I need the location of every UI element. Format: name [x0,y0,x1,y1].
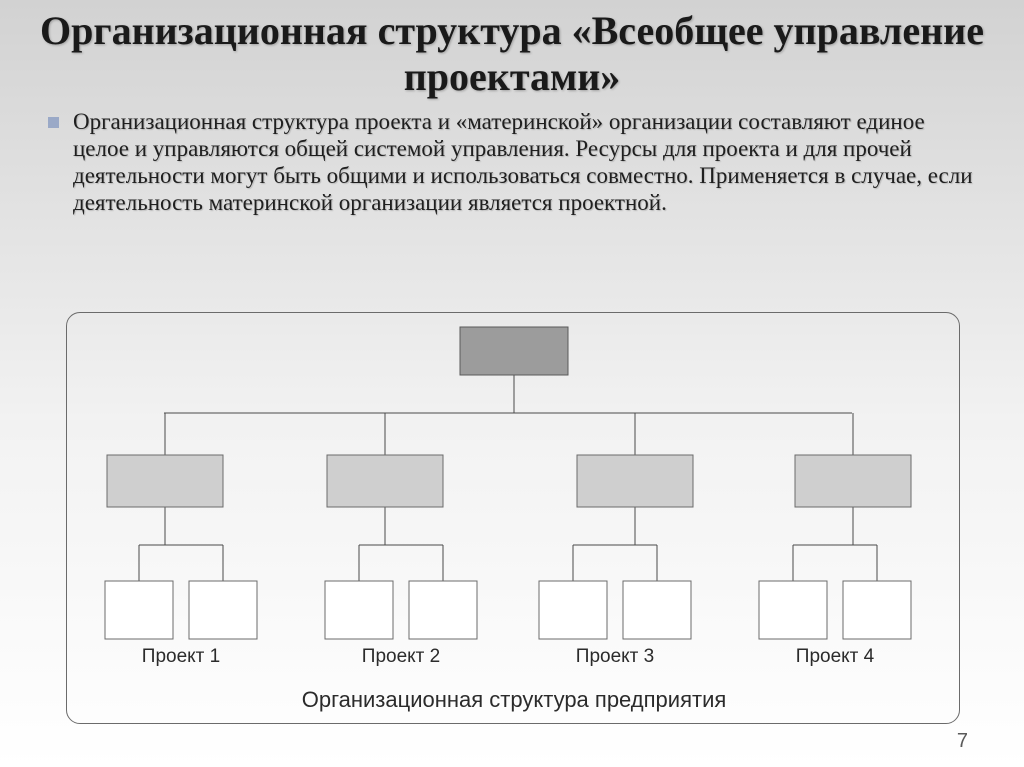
body-paragraph-row: Организационная структура проекта и «мат… [0,100,1024,217]
chart-label: Проект 2 [362,646,440,667]
chart-label: Проект 1 [142,646,220,667]
bullet-icon [48,117,59,128]
org-node [759,581,827,639]
org-node [189,581,257,639]
org-node [539,581,607,639]
org-node [623,581,691,639]
slide-title: Организационная структура «Всеобщее упра… [0,0,1024,100]
chart-label: Организационная структура предприятия [302,687,727,712]
org-node [409,581,477,639]
slide-root: Организационная структура «Всеобщее упра… [0,0,1024,767]
page-number: 7 [957,730,968,753]
org-node [795,455,911,507]
org-node [577,455,693,507]
body-text: Организационная структура проекта и «мат… [73,108,984,217]
org-node [460,327,568,375]
org-node [105,581,173,639]
org-node [107,455,223,507]
chart-label: Проект 3 [576,646,654,667]
chart-label: Проект 4 [796,646,875,667]
org-node [843,581,911,639]
org-chart: Проект 1 Проект 2 Проект 3 Проект 4 Организа… [67,313,961,725]
org-node [325,581,393,639]
diagram-frame: Проект 1 Проект 2 Проект 3 Проект 4 Организа… [66,312,960,724]
org-node [327,455,443,507]
